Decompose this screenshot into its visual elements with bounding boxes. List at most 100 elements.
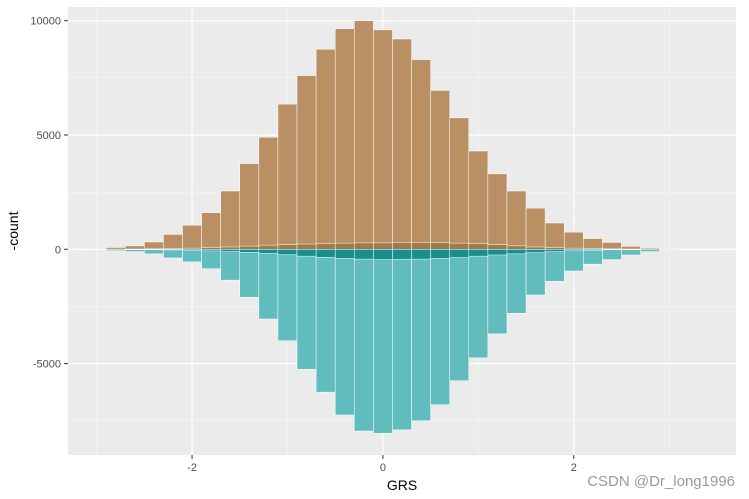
bar-series4 xyxy=(563,249,584,251)
bar-series1 xyxy=(163,234,183,250)
y-axis-title: -count xyxy=(5,211,21,250)
bar-series2 xyxy=(411,242,431,250)
bar-series2 xyxy=(487,244,508,250)
bar-series4 xyxy=(239,249,260,253)
bar-series3 xyxy=(392,249,412,431)
bar-series2 xyxy=(239,245,260,250)
bar-series2 xyxy=(334,242,355,250)
bar-series1 xyxy=(277,103,298,250)
watermark-text: CSDN @Dr_long1996 xyxy=(587,473,735,490)
x-tick-label: -2 xyxy=(187,462,197,474)
bar-series1 xyxy=(449,117,470,250)
bar-series1 xyxy=(411,59,431,250)
bar-series3 xyxy=(487,249,508,335)
bar-series2 xyxy=(315,243,336,250)
bar-series4 xyxy=(583,249,603,251)
bar-series3 xyxy=(506,249,527,314)
y-tick-label: -5000 xyxy=(33,359,61,371)
bar-series4 xyxy=(315,249,336,258)
bar-series1 xyxy=(258,137,279,250)
bar-series4 xyxy=(392,249,412,260)
y-tick-label: 10000 xyxy=(30,16,61,28)
bar-series4 xyxy=(449,249,470,258)
bar-series3 xyxy=(86,249,107,251)
bar-series4 xyxy=(544,249,565,252)
y-tick-label: 0 xyxy=(55,244,61,256)
bar-series2 xyxy=(373,242,393,250)
bar-series3 xyxy=(525,249,546,296)
bar-series1 xyxy=(125,245,145,250)
bar-series4 xyxy=(182,249,202,251)
bar-series4 xyxy=(220,249,241,252)
bar-series4 xyxy=(354,249,374,260)
y-axis: -5000 0 5000 10000 xyxy=(30,16,68,371)
bar-series4 xyxy=(506,249,527,255)
bar-series1 xyxy=(525,207,546,250)
bar-series1 xyxy=(296,75,317,250)
bar-series3 xyxy=(468,249,489,359)
bar-series1 xyxy=(392,38,412,250)
bar-series1 xyxy=(220,190,241,250)
bar-series3 xyxy=(277,249,298,341)
bar-series3 xyxy=(163,249,183,259)
bar-series4 xyxy=(277,249,298,256)
bar-series3 xyxy=(544,249,565,282)
bar-series1 xyxy=(334,28,355,250)
bar-series4 xyxy=(144,249,164,251)
bar-series3 xyxy=(678,249,699,251)
bar-series1 xyxy=(354,20,374,250)
bar-series2 xyxy=(468,243,489,250)
bars xyxy=(86,20,718,434)
bar-series1 xyxy=(544,222,565,250)
bar-series3 xyxy=(239,249,260,298)
bar-series3 xyxy=(430,249,450,405)
bar-series1 xyxy=(182,225,202,250)
bar-series2 xyxy=(525,246,546,250)
bar-series1 xyxy=(144,241,164,250)
bar-series3 xyxy=(354,249,374,432)
bar-series1 xyxy=(315,49,336,250)
bar-series3 xyxy=(220,249,241,281)
bar-series4 xyxy=(258,249,279,254)
bar-series4 xyxy=(125,249,145,251)
bar-series1 xyxy=(563,231,584,250)
bar-series4 xyxy=(296,249,317,257)
bar-series1 xyxy=(506,190,527,250)
bar-series4 xyxy=(602,249,622,251)
bar-series3 xyxy=(182,249,202,263)
bar-series3 xyxy=(373,249,393,434)
bar-series3 xyxy=(449,249,470,381)
bar-series3 xyxy=(315,249,336,393)
bar-series3 xyxy=(258,249,279,320)
bar-series4 xyxy=(201,249,221,252)
bar-series2 xyxy=(449,242,470,250)
bar-series3 xyxy=(105,249,126,251)
bar-series2 xyxy=(296,243,317,250)
bar-series2 xyxy=(220,246,241,250)
bar-series4 xyxy=(334,249,355,259)
bar-series3 xyxy=(621,249,641,256)
bar-series1 xyxy=(602,242,622,250)
x-axis-title: GRS xyxy=(387,477,417,493)
bar-series4 xyxy=(163,249,183,251)
bar-series3 xyxy=(334,249,355,416)
bar-series2 xyxy=(277,244,298,250)
bar-series3 xyxy=(583,249,603,265)
bar-series1 xyxy=(430,90,450,250)
bar-series4 xyxy=(621,249,641,251)
bar-series3 xyxy=(296,249,317,370)
bar-series4 xyxy=(373,249,393,260)
bar-series4 xyxy=(430,249,450,259)
bar-series3 xyxy=(697,249,718,251)
bar-series3 xyxy=(563,249,584,272)
bar-series3 xyxy=(201,249,221,269)
bar-series1 xyxy=(239,163,260,250)
bar-series1 xyxy=(468,150,489,250)
bar-series4 xyxy=(411,249,431,260)
bar-series4 xyxy=(468,249,489,257)
bar-series2 xyxy=(506,245,527,250)
bar-series4 xyxy=(525,249,546,253)
bar-series3 xyxy=(602,249,622,260)
bar-series2 xyxy=(430,242,450,250)
